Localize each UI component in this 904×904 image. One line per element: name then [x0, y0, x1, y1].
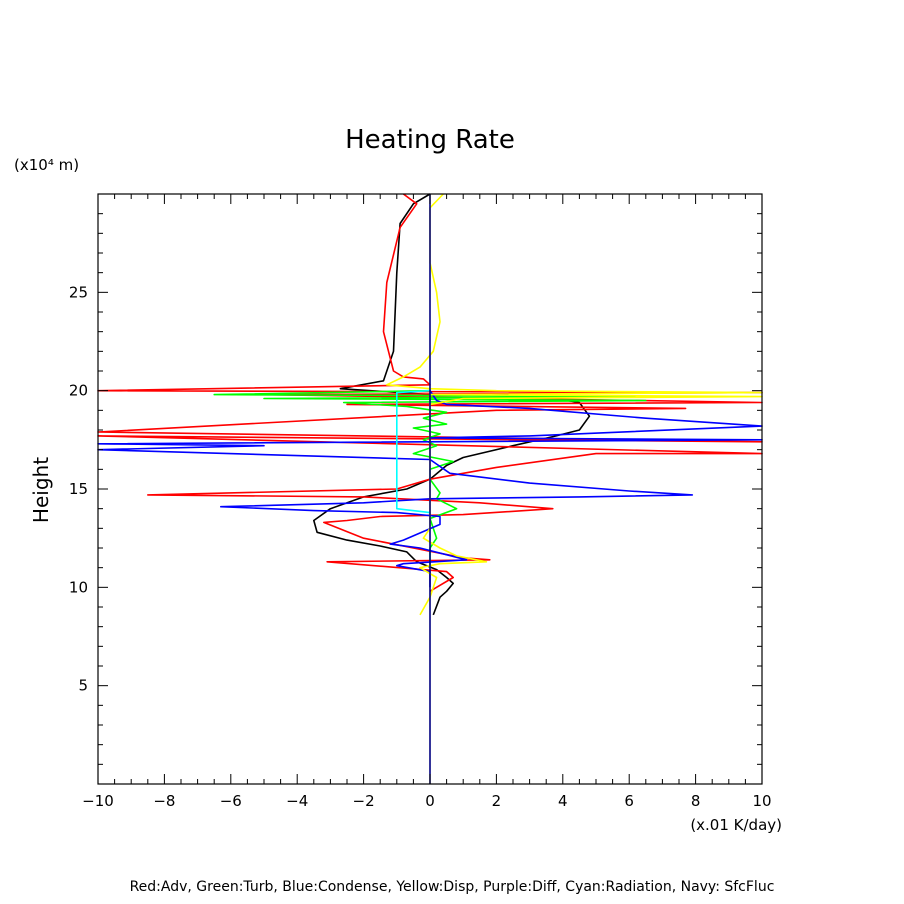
series-line-5 [385, 193, 763, 616]
chart-title: Heating Rate [345, 125, 515, 155]
x-tick-label: −4 [286, 792, 308, 810]
x-tick-label: −2 [353, 792, 375, 810]
x-tick-label: 6 [624, 792, 634, 810]
y-tick-label: 20 [69, 382, 88, 400]
x-tick-label: 4 [558, 792, 568, 810]
y-axis-unit: (x10⁴ m) [14, 156, 79, 174]
series-line-6 [395, 389, 431, 514]
y-tick-label: 5 [78, 677, 88, 695]
legend-footer: Red:Adv, Green:Turb, Blue:Condense, Yell… [130, 879, 775, 895]
y-tick-label: 25 [69, 283, 88, 301]
y-tick-label: 10 [69, 578, 88, 596]
x-tick-label: 10 [752, 792, 771, 810]
x-tick-label: −8 [153, 792, 175, 810]
x-tick-label: −6 [220, 792, 242, 810]
x-tick-label: 8 [691, 792, 701, 810]
series-line-4 [97, 390, 763, 588]
x-axis-label: (x.01 K/day) [690, 816, 782, 834]
x-tick-label: 2 [492, 792, 502, 810]
series-line-3 [213, 389, 657, 568]
ticks-layer: −10 −8 −6 −4 −2 0 2 4 6 8 10 5 10 15 20 25 [69, 194, 772, 810]
series-layer [97, 193, 763, 784]
y-tick-label: 15 [69, 480, 88, 498]
series-line-1 [312, 193, 591, 616]
y-axis-label: Height [29, 457, 53, 523]
x-tick-label: −10 [82, 792, 114, 810]
x-tick-label: 0 [425, 792, 435, 810]
